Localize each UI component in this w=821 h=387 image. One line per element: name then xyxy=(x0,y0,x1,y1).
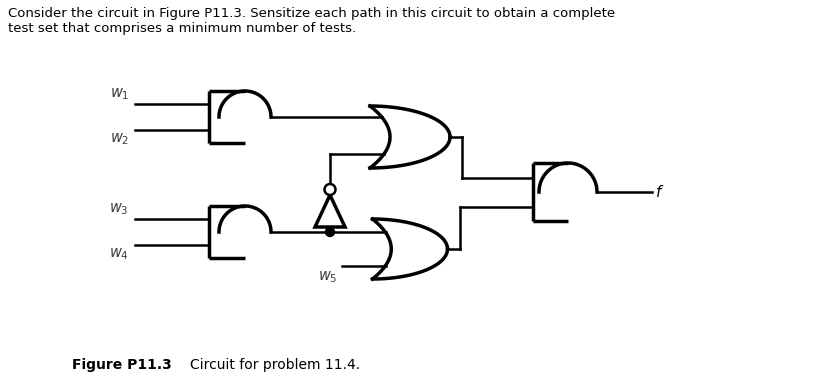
Text: Figure P11.3: Figure P11.3 xyxy=(72,358,172,372)
Text: $w_4$: $w_4$ xyxy=(109,246,129,262)
Text: $w_1$: $w_1$ xyxy=(109,86,129,102)
Circle shape xyxy=(324,184,336,195)
Text: Consider the circuit in Figure P11.3. Sensitize each path in this circuit to obt: Consider the circuit in Figure P11.3. Se… xyxy=(8,7,615,35)
Text: $w_3$: $w_3$ xyxy=(109,201,129,217)
Text: Circuit for problem 11.4.: Circuit for problem 11.4. xyxy=(190,358,360,372)
Text: $f$: $f$ xyxy=(655,184,664,200)
Text: $w_2$: $w_2$ xyxy=(110,131,129,147)
Circle shape xyxy=(325,228,334,236)
Text: $w_5$: $w_5$ xyxy=(319,269,338,285)
